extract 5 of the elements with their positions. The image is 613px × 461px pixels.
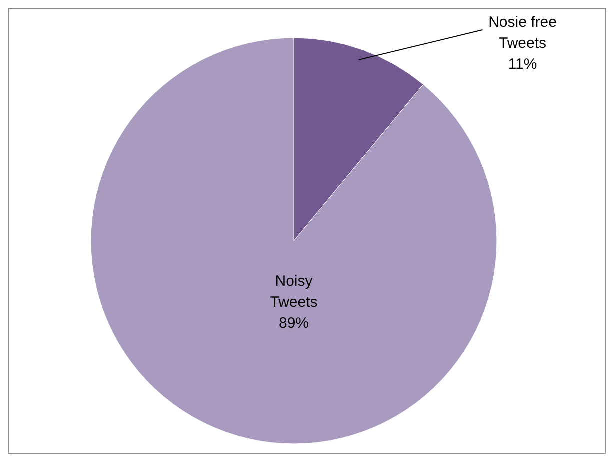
slice-label: Nosie free Tweets (488, 14, 557, 52)
data-label: 89% (278, 315, 310, 332)
slice-label: Noisy Tweets (270, 273, 318, 311)
data-label: 11% (508, 56, 538, 73)
pie-slice (90, 38, 498, 444)
